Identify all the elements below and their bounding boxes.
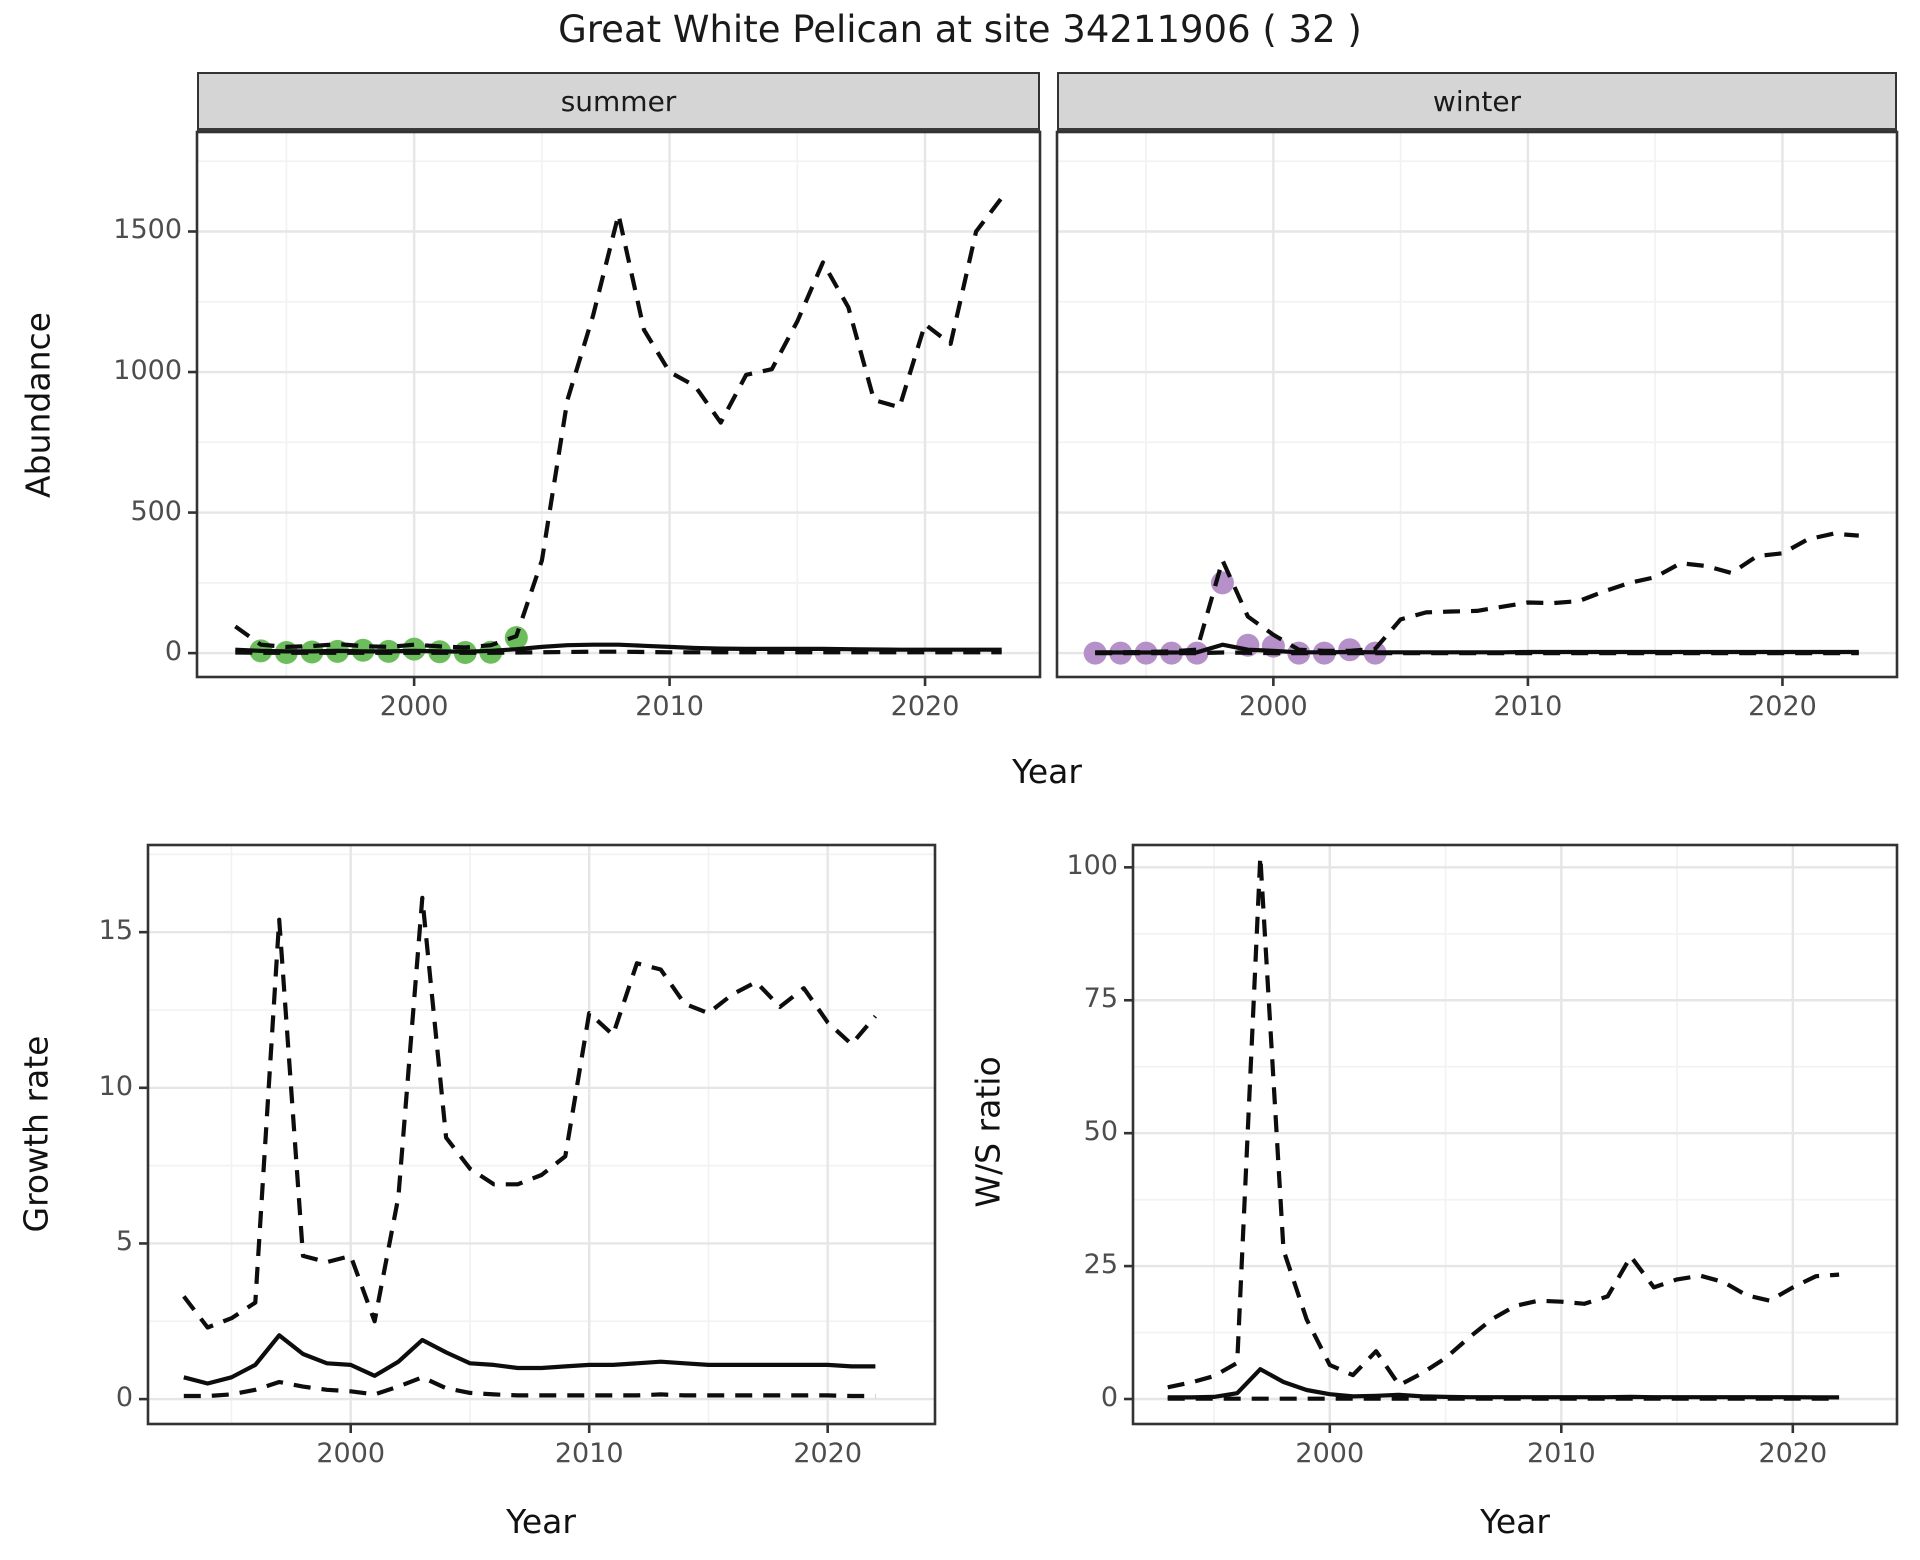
series-line-mean bbox=[1095, 642, 1859, 655]
y-tick-label: 15 bbox=[98, 915, 133, 947]
series-line-mean bbox=[1167, 1367, 1840, 1400]
x-axis-label-year-top: Year bbox=[1012, 752, 1082, 791]
x-tick-label: 2020 bbox=[1758, 1438, 1828, 1469]
series-line-upper_ci bbox=[1095, 531, 1859, 655]
x-axis-label-year-growth: Year bbox=[506, 1502, 576, 1541]
x-tick-label: 2000 bbox=[379, 691, 449, 722]
y-tick-label: 1500 bbox=[113, 214, 182, 246]
x-tick-label: 2020 bbox=[1748, 691, 1817, 722]
series-line-upper_ci bbox=[182, 895, 877, 1330]
series-line-upper_ci bbox=[1167, 854, 1840, 1390]
abundance_summer-plot-area bbox=[188, 130, 1042, 686]
y-tick-label: 50 bbox=[1083, 1116, 1118, 1148]
x-tick-label: 2010 bbox=[554, 1438, 624, 1469]
abundance_winter-plot-area bbox=[1055, 130, 1899, 686]
x-tick-label: 2020 bbox=[793, 1438, 863, 1469]
ws_ratio-plot-area bbox=[1124, 843, 1899, 1433]
panel-border bbox=[146, 843, 937, 1426]
y-tick-label: 0 bbox=[1100, 1382, 1118, 1413]
y-tick-label: 500 bbox=[130, 495, 182, 527]
data-point-winter_observations bbox=[1083, 641, 1107, 665]
series-line-lower_ci bbox=[183, 1375, 876, 1399]
x-tick-label: 2010 bbox=[1493, 691, 1563, 722]
facet-strip-label-summer: summer bbox=[560, 84, 677, 118]
abundance-summer-panel: 2000 2010 2020 0 500 1000 1500 bbox=[113, 130, 1042, 722]
panel-background bbox=[1133, 845, 1897, 1424]
facet-strip-label-winter: winter bbox=[1432, 84, 1522, 118]
y-tick-label: 0 bbox=[164, 636, 182, 668]
plot-title: Great White Pelican at site 34211906 ( 3… bbox=[558, 8, 1362, 51]
series-line-lower_ci bbox=[1095, 650, 1859, 656]
panel-border bbox=[1055, 130, 1899, 679]
y-axis-label-ws-ratio: W/S ratio bbox=[968, 1056, 1008, 1208]
x-axis-label-year-ws: Year bbox=[1480, 1502, 1550, 1541]
x-tick-label: 2010 bbox=[1526, 1438, 1596, 1469]
growth_rate-plot-area bbox=[139, 843, 937, 1433]
x-tick-label: 2010 bbox=[635, 691, 704, 722]
abundance-winter-panel: 2000 2010 2020 bbox=[1055, 130, 1899, 722]
y-axis-label-growth-rate: Growth rate bbox=[16, 1035, 56, 1233]
x-tick-label: 2000 bbox=[1239, 691, 1308, 722]
y-tick-label: 1000 bbox=[113, 355, 182, 387]
x-tick-label: 2020 bbox=[890, 691, 960, 722]
y-tick-label: 5 bbox=[115, 1226, 133, 1258]
facet-strip-summer: summer bbox=[197, 72, 1040, 132]
y-tick-label: 100 bbox=[1066, 850, 1118, 882]
ws-ratio-panel: 2000 2010 2020 0 25 50 75 100 bbox=[1066, 843, 1899, 1469]
y-tick-label: 75 bbox=[1083, 983, 1118, 1015]
growth-rate-panel: 2000 2010 2020 0 5 10 15 bbox=[99, 843, 937, 1469]
facet-strip-winter: winter bbox=[1057, 72, 1897, 132]
y-tick-label: 25 bbox=[1083, 1249, 1118, 1281]
y-tick-label: 0 bbox=[115, 1382, 133, 1414]
panel-background bbox=[197, 132, 1040, 677]
y-axis-label-abundance: Abundance bbox=[18, 312, 58, 498]
panel-background bbox=[1057, 132, 1897, 677]
y-tick-label: 10 bbox=[98, 1070, 133, 1102]
panel-border bbox=[1131, 843, 1899, 1426]
series-line-mean bbox=[183, 1333, 876, 1386]
series-line-lower_ci bbox=[235, 649, 1002, 655]
x-tick-label: 2000 bbox=[1295, 1438, 1365, 1469]
x-tick-label: 2000 bbox=[316, 1438, 386, 1469]
panel-border bbox=[195, 130, 1042, 679]
